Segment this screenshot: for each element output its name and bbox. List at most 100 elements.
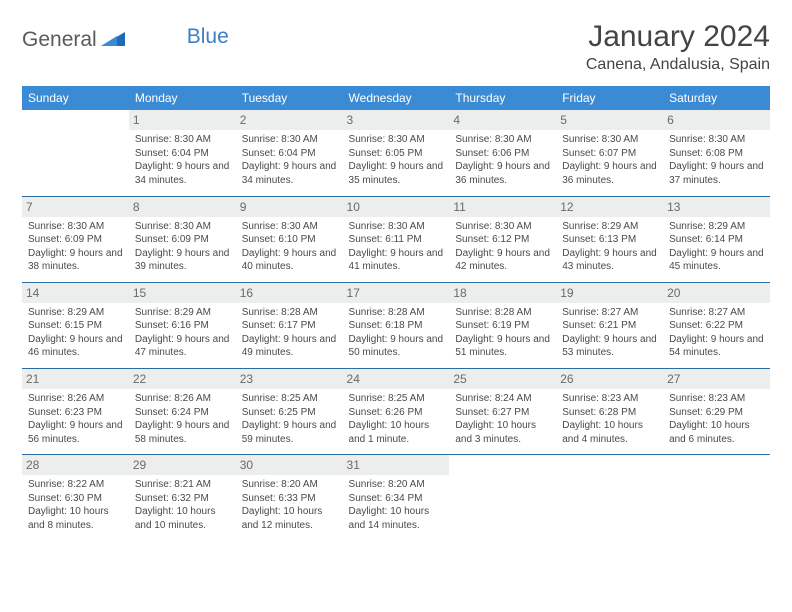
day-number: 21 — [22, 369, 129, 389]
daylight-text: Daylight: 10 hours and 6 minutes. — [669, 419, 764, 446]
daylight-text: Daylight: 10 hours and 12 minutes. — [242, 505, 337, 532]
sunrise-text: Sunrise: 8:30 AM — [669, 133, 764, 147]
day-number: 18 — [449, 283, 556, 303]
sunset-text: Sunset: 6:07 PM — [562, 147, 657, 161]
day-number: 5 — [556, 110, 663, 130]
day-number: 12 — [556, 197, 663, 217]
sunset-text: Sunset: 6:18 PM — [349, 319, 444, 333]
daylight-text: Daylight: 9 hours and 42 minutes. — [455, 247, 550, 274]
col-sunday: Sunday — [22, 86, 129, 110]
calendar-row: 14Sunrise: 8:29 AMSunset: 6:15 PMDayligh… — [22, 282, 770, 368]
calendar-cell: 5 Sunrise: 8:30 AMSunset: 6:07 PMDaylight… — [556, 110, 663, 196]
day-number: 27 — [663, 369, 770, 389]
sunset-text: Sunset: 6:16 PM — [135, 319, 230, 333]
sunset-text: Sunset: 6:13 PM — [562, 233, 657, 247]
calendar-cell: 27Sunrise: 8:23 AMSunset: 6:29 PMDayligh… — [663, 368, 770, 454]
calendar-cell: 20Sunrise: 8:27 AMSunset: 6:22 PMDayligh… — [663, 282, 770, 368]
day-number: 20 — [663, 283, 770, 303]
sunrise-text: Sunrise: 8:28 AM — [242, 306, 337, 320]
daylight-text: Daylight: 10 hours and 8 minutes. — [28, 505, 123, 532]
sunrise-text: Sunrise: 8:23 AM — [562, 392, 657, 406]
calendar-cell: 24Sunrise: 8:25 AMSunset: 6:26 PMDayligh… — [343, 368, 450, 454]
sunset-text: Sunset: 6:14 PM — [669, 233, 764, 247]
logo-triangle-icon — [101, 30, 125, 51]
calendar-row: 7Sunrise: 8:30 AMSunset: 6:09 PMDaylight… — [22, 196, 770, 282]
day-number: 13 — [663, 197, 770, 217]
sunset-text: Sunset: 6:24 PM — [135, 406, 230, 420]
daylight-text: Daylight: 10 hours and 14 minutes. — [349, 505, 444, 532]
daylight-text: Daylight: 9 hours and 39 minutes. — [135, 247, 230, 274]
sunrise-text: Sunrise: 8:30 AM — [135, 220, 230, 234]
calendar-cell: 2Sunrise: 8:30 AMSunset: 6:04 PMDaylight… — [236, 110, 343, 196]
calendar-cell: 11Sunrise: 8:30 AMSunset: 6:12 PMDayligh… — [449, 196, 556, 282]
day-number: 8 — [129, 197, 236, 217]
sunset-text: Sunset: 6:19 PM — [455, 319, 550, 333]
daylight-text: Daylight: 9 hours and 49 minutes. — [242, 333, 337, 360]
sunrise-text: Sunrise: 8:28 AM — [455, 306, 550, 320]
sunrise-text: Sunrise: 8:22 AM — [28, 478, 123, 492]
daylight-text: Daylight: 9 hours and 54 minutes. — [669, 333, 764, 360]
daylight-text: Daylight: 9 hours and 59 minutes. — [242, 419, 337, 446]
daylight-text: Daylight: 9 hours and 47 minutes. — [135, 333, 230, 360]
day-number: 1 — [129, 110, 236, 130]
daylight-text: Daylight: 9 hours and 51 minutes. — [455, 333, 550, 360]
calendar-row: 1 Sunrise: 8:30 AM Sunset: 6:04 PM Daylight… — [22, 110, 770, 196]
month-title: January 2024 — [586, 20, 770, 54]
day-number: 9 — [236, 197, 343, 217]
sunrise-text: Sunrise: 8:21 AM — [135, 478, 230, 492]
day-number: 24 — [343, 369, 450, 389]
daylight-text: Daylight: 9 hours and 56 minutes. — [28, 419, 123, 446]
calendar-cell: 3Sunrise: 8:30 AMSunset: 6:05 PMDaylight… — [343, 110, 450, 196]
daylight-text: Daylight: 9 hours and 50 minutes. — [349, 333, 444, 360]
daylight-text: Daylight: 9 hours and 41 minutes. — [349, 247, 444, 274]
col-saturday: Saturday — [663, 86, 770, 110]
day-number: 17 — [343, 283, 450, 303]
logo: General Blue — [22, 28, 229, 52]
sunrise-text: Sunrise: 8:29 AM — [28, 306, 123, 320]
calendar-cell — [449, 455, 556, 541]
sunset-text: Sunset: 6:06 PM — [455, 147, 550, 161]
day-number: 25 — [449, 369, 556, 389]
sunrise-text: Sunrise: 8:30 AM — [455, 220, 550, 234]
sunset-text: Sunset: 6:09 PM — [28, 233, 123, 247]
calendar-cell: 15Sunrise: 8:29 AMSunset: 6:16 PMDayligh… — [129, 282, 236, 368]
calendar-cell: 17 Sunrise: 8:28 AMSunset: 6:18 PMDayligh… — [343, 282, 450, 368]
sunrise-text: Sunrise: 8:30 AM — [349, 220, 444, 234]
calendar-cell: 28Sunrise: 8:22 AMSunset: 6:30 PMDayligh… — [22, 455, 129, 541]
sunset-text: Sunset: 6:04 PM — [242, 147, 337, 161]
sunset-text: Sunset: 6:32 PM — [135, 492, 230, 506]
sunrise-text: Sunrise: 8:30 AM — [455, 133, 550, 147]
day-number: 26 — [556, 369, 663, 389]
daylight-text: Daylight: 10 hours and 3 minutes. — [455, 419, 550, 446]
calendar-cell: 14 Sunrise: 8:29 AMSunset: 6:15 PMDayligh… — [22, 282, 129, 368]
day-number: 11 — [449, 197, 556, 217]
daylight-text: Daylight: 9 hours and 36 minutes. — [455, 160, 550, 187]
daylight-text: Daylight: 9 hours and 46 minutes. — [28, 333, 123, 360]
sunset-text: Sunset: 6:15 PM — [28, 319, 123, 333]
sunrise-text: Sunrise: 8:20 AM — [349, 478, 444, 492]
daylight-text: Daylight: 9 hours and 40 minutes. — [242, 247, 337, 274]
calendar-cell — [556, 455, 663, 541]
sunset-text: Sunset: 6:25 PM — [242, 406, 337, 420]
day-number: 14 — [22, 283, 129, 303]
daylight-text: Daylight: 9 hours and 36 minutes. — [562, 160, 657, 187]
sunset-text: Sunset: 6:29 PM — [669, 406, 764, 420]
sunrise-text: Sunrise: 8:30 AM — [562, 133, 657, 147]
sunrise-text: Sunrise: 8:30 AM — [135, 133, 230, 147]
sunset-text: Sunset: 6:28 PM — [562, 406, 657, 420]
daylight-text: Daylight: 9 hours and 53 minutes. — [562, 333, 657, 360]
calendar-cell: 7Sunrise: 8:30 AMSunset: 6:09 PMDaylight… — [22, 196, 129, 282]
daylight-text: Daylight: 9 hours and 35 minutes. — [349, 160, 444, 187]
sunrise-text: Sunrise: 8:27 AM — [669, 306, 764, 320]
calendar-row: 21Sunrise: 8:26 AMSunset: 6:23 PMDayligh… — [22, 368, 770, 454]
day-number: 16 — [236, 283, 343, 303]
day-number: 7 — [22, 197, 129, 217]
calendar-cell: 25Sunrise: 8:24 AMSunset: 6:27 PMDayligh… — [449, 368, 556, 454]
sunrise-text: Sunrise: 8:28 AM — [349, 306, 444, 320]
col-tuesday: Tuesday — [236, 86, 343, 110]
daylight-text: Daylight: 10 hours and 1 minute. — [349, 419, 444, 446]
sunrise-text: Sunrise: 8:30 AM — [28, 220, 123, 234]
daylight-text: Daylight: 10 hours and 10 minutes. — [135, 505, 230, 532]
calendar-cell: 13Sunrise: 8:29 AMSunset: 6:14 PMDayligh… — [663, 196, 770, 282]
sunrise-text: Sunrise: 8:29 AM — [562, 220, 657, 234]
